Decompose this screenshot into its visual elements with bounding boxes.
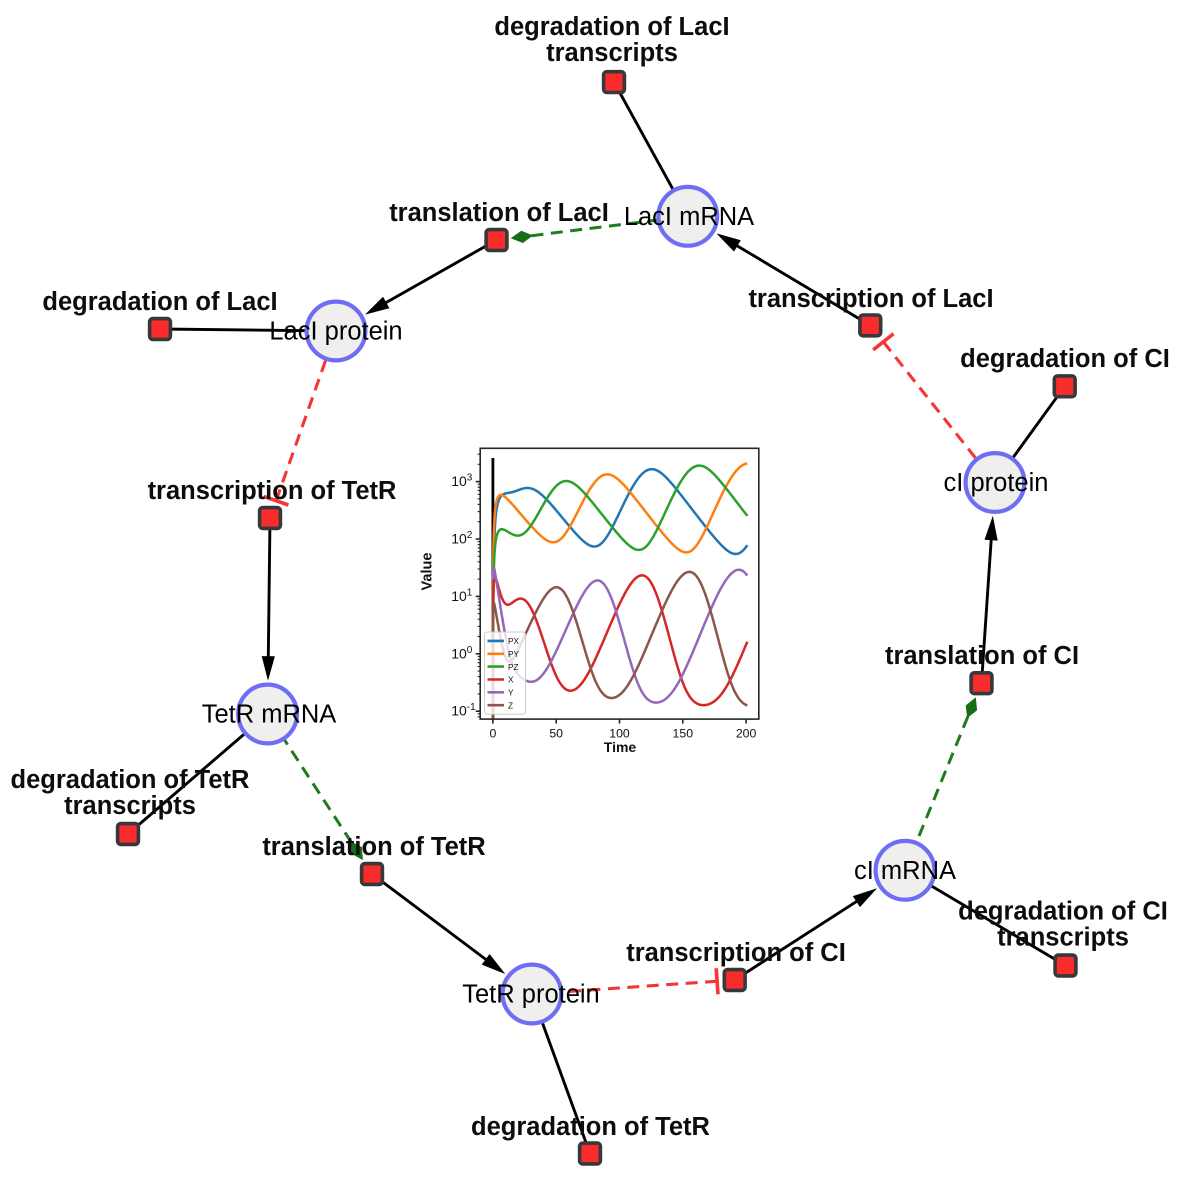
svg-text:degradation of CI: degradation of CI — [960, 345, 1170, 373]
svg-text:Time: Time — [604, 739, 637, 755]
svg-text:LacI mRNA: LacI mRNA — [624, 203, 754, 231]
svg-text:degradation of TetR: degradation of TetR — [11, 766, 250, 794]
svg-text:degradation of TetR: degradation of TetR — [471, 1113, 710, 1141]
svg-text:TetR protein: TetR protein — [462, 981, 600, 1009]
svg-text:50: 50 — [549, 727, 563, 741]
svg-text:Z: Z — [508, 700, 513, 710]
svg-text:PZ: PZ — [508, 662, 519, 672]
svg-text:200: 200 — [736, 727, 757, 741]
svg-text:Y: Y — [508, 688, 514, 698]
svg-text:degradation of LacI: degradation of LacI — [494, 13, 729, 41]
svg-text:0: 0 — [489, 727, 496, 741]
svg-text:100: 100 — [609, 727, 630, 741]
svg-text:translation of CI: translation of CI — [885, 642, 1079, 670]
svg-text:degradation of LacI: degradation of LacI — [42, 288, 277, 316]
svg-text:PY: PY — [508, 649, 520, 659]
svg-text:translation of TetR: translation of TetR — [262, 833, 485, 861]
svg-text:translation of LacI: translation of LacI — [389, 199, 609, 227]
svg-text:cI mRNA: cI mRNA — [854, 857, 956, 885]
svg-text:transcription of LacI: transcription of LacI — [748, 285, 993, 313]
svg-text:LacI protein: LacI protein — [269, 318, 402, 346]
svg-text:150: 150 — [673, 727, 694, 741]
svg-text:transcripts: transcripts — [546, 39, 678, 67]
svg-text:X: X — [508, 675, 514, 685]
svg-text:degradation of CI: degradation of CI — [958, 898, 1168, 926]
svg-text:transcription of TetR: transcription of TetR — [148, 477, 397, 505]
svg-text:transcription of CI: transcription of CI — [626, 939, 846, 967]
svg-text:transcripts: transcripts — [997, 924, 1129, 952]
svg-text:Value: Value — [420, 553, 436, 591]
svg-text:TetR mRNA: TetR mRNA — [202, 701, 337, 729]
svg-text:cI protein: cI protein — [944, 469, 1049, 497]
svg-text:PX: PX — [508, 636, 520, 646]
svg-text:transcripts: transcripts — [64, 792, 196, 820]
